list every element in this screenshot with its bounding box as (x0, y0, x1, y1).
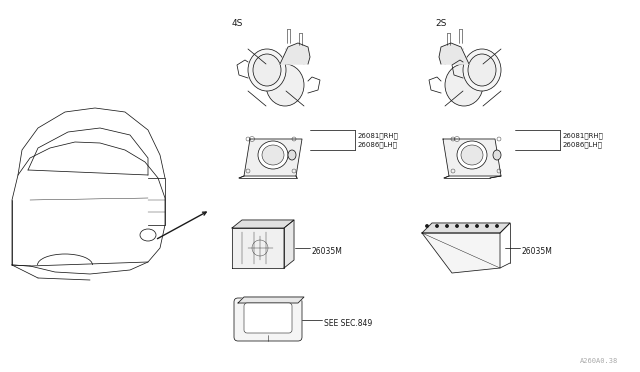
Ellipse shape (266, 64, 304, 106)
Polygon shape (280, 43, 310, 64)
FancyBboxPatch shape (234, 298, 302, 341)
Circle shape (476, 225, 478, 227)
Circle shape (466, 225, 468, 227)
Ellipse shape (288, 150, 296, 160)
Circle shape (486, 225, 488, 227)
Ellipse shape (461, 145, 483, 165)
Circle shape (426, 225, 428, 227)
Circle shape (496, 225, 498, 227)
Ellipse shape (445, 64, 483, 106)
Ellipse shape (463, 49, 501, 91)
Ellipse shape (262, 145, 284, 165)
Circle shape (456, 225, 458, 227)
Polygon shape (232, 220, 294, 228)
Ellipse shape (493, 150, 501, 160)
Text: 26086〈LH〉: 26086〈LH〉 (358, 141, 398, 148)
Circle shape (436, 225, 438, 227)
FancyBboxPatch shape (244, 303, 292, 333)
Text: 2S: 2S (435, 19, 446, 28)
Text: 4S: 4S (232, 19, 243, 28)
Polygon shape (443, 139, 501, 176)
Ellipse shape (468, 54, 496, 86)
Circle shape (446, 225, 448, 227)
Text: 26086〈LH〉: 26086〈LH〉 (563, 141, 603, 148)
Polygon shape (422, 223, 510, 233)
Ellipse shape (253, 54, 281, 86)
Text: A260A0.38: A260A0.38 (580, 358, 618, 364)
Polygon shape (232, 228, 284, 268)
Polygon shape (244, 139, 302, 176)
Polygon shape (422, 233, 500, 273)
Text: SEE SEC.849: SEE SEC.849 (324, 318, 372, 327)
Text: 26035M: 26035M (312, 247, 343, 256)
Ellipse shape (248, 49, 286, 91)
Polygon shape (439, 43, 469, 64)
Ellipse shape (258, 141, 288, 169)
Ellipse shape (457, 141, 487, 169)
Polygon shape (238, 297, 304, 303)
Text: 26081〈RH〉: 26081〈RH〉 (563, 132, 604, 139)
Polygon shape (284, 220, 294, 268)
Text: 26035M: 26035M (522, 247, 553, 256)
Text: 26081〈RH〉: 26081〈RH〉 (358, 132, 399, 139)
